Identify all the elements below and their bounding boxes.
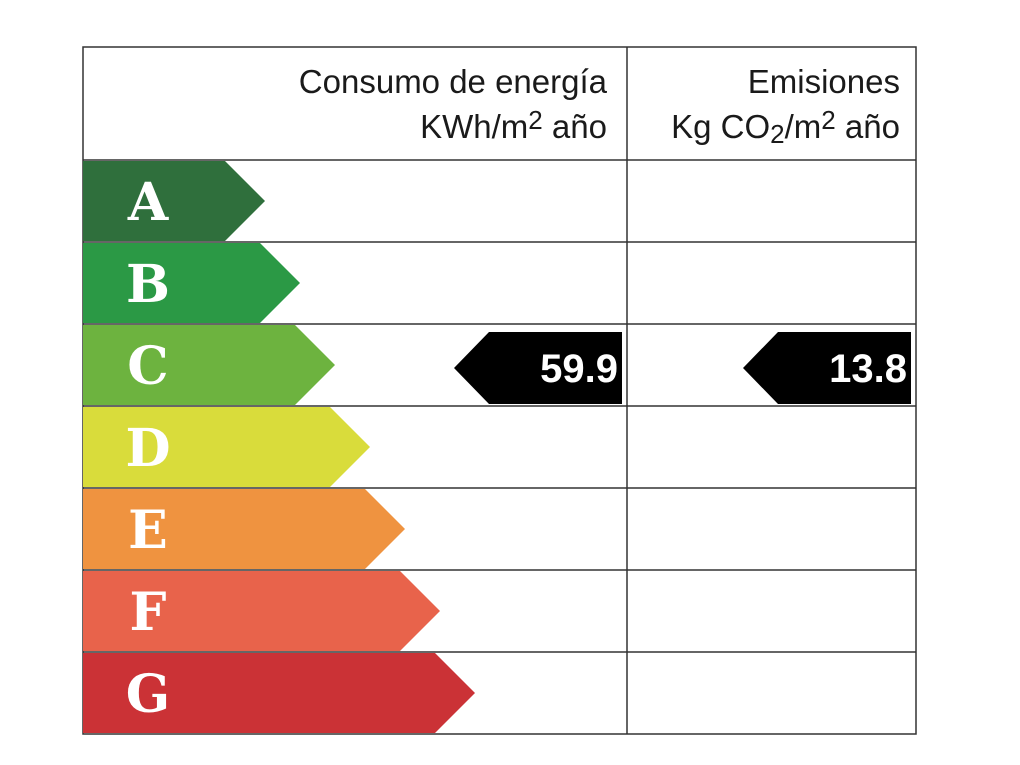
grade-letter: E <box>128 500 168 561</box>
grade-arrow <box>83 489 405 569</box>
grade-letter: G <box>126 664 170 725</box>
grade-letter: B <box>126 254 170 315</box>
grade-letter: C <box>127 336 168 397</box>
rating-value: 59.9 <box>540 347 618 391</box>
grade-arrow <box>83 161 265 241</box>
rating-pointer <box>743 332 911 404</box>
grade-letter: F <box>130 582 167 643</box>
grade-arrow <box>83 571 440 651</box>
grade-letter: A <box>127 172 169 233</box>
grade-letter: D <box>125 418 170 479</box>
grade-arrow <box>83 653 475 733</box>
unit-part: Kg CO <box>671 108 770 145</box>
unit-part: 2 <box>770 119 784 149</box>
rating-pointer <box>454 332 622 404</box>
grade-arrow <box>83 325 335 405</box>
energy-title: Consumo de energía <box>299 63 608 100</box>
unit-part: /m <box>785 108 822 145</box>
unit-part: KWh/m <box>420 108 528 145</box>
grade-arrow <box>83 243 300 323</box>
unit-part: 2 <box>821 105 835 135</box>
emissions-title: Emisiones <box>748 63 900 100</box>
emissions-unit: Kg CO2/m2 año <box>671 105 900 149</box>
grade-arrow <box>83 407 370 487</box>
unit-part: año <box>543 108 607 145</box>
rating-value: 13.8 <box>829 347 907 391</box>
energy-unit: KWh/m2 año <box>420 105 607 145</box>
unit-part: año <box>836 108 900 145</box>
unit-part: 2 <box>528 105 542 135</box>
